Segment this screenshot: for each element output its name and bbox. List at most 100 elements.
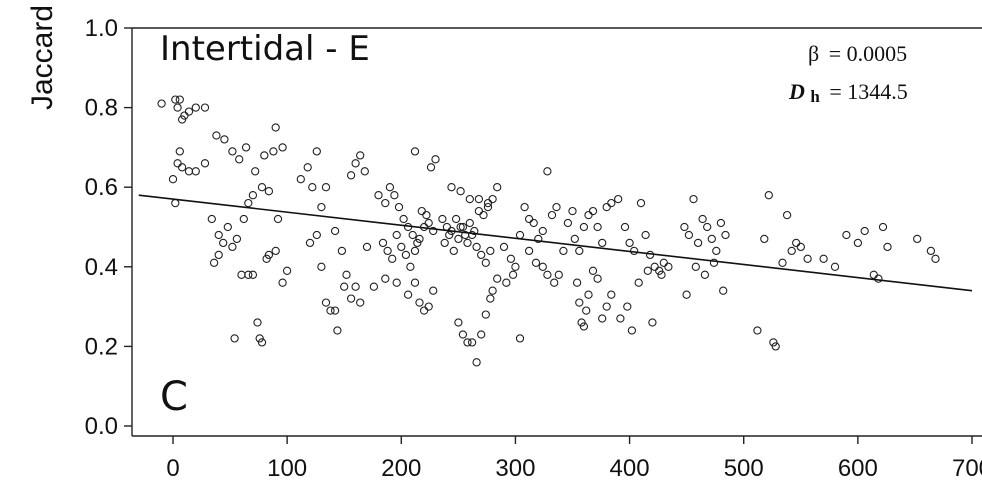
data-point bbox=[383, 246, 392, 256]
data-point bbox=[607, 290, 616, 299]
data-point bbox=[175, 147, 184, 156]
data-point bbox=[463, 338, 472, 347]
data-point bbox=[177, 163, 187, 172]
data-point bbox=[707, 234, 716, 244]
data-point bbox=[278, 278, 287, 287]
x-axis-ticks: 0 100 200 300 400 500 600 700 bbox=[166, 436, 982, 482]
data-point bbox=[577, 318, 586, 327]
data-point bbox=[584, 210, 593, 220]
data-point bbox=[454, 234, 463, 244]
data-point bbox=[223, 222, 232, 232]
data-point bbox=[337, 246, 347, 256]
data-point bbox=[659, 258, 668, 267]
data-point bbox=[419, 306, 429, 315]
regression-line bbox=[138, 194, 973, 292]
data-point bbox=[410, 147, 420, 156]
data-point bbox=[716, 218, 726, 228]
y-tick-label: 0.6 bbox=[85, 174, 118, 201]
data-point bbox=[330, 226, 340, 236]
data-point bbox=[209, 258, 219, 267]
data-point bbox=[308, 183, 317, 192]
data-point bbox=[682, 290, 691, 299]
data-point bbox=[579, 222, 589, 232]
data-point bbox=[778, 258, 787, 267]
data-point bbox=[842, 230, 851, 240]
data-point bbox=[493, 183, 502, 192]
data-point bbox=[244, 198, 253, 208]
data-point bbox=[883, 242, 892, 252]
data-point bbox=[321, 298, 331, 307]
data-point bbox=[312, 230, 321, 240]
data-point bbox=[257, 183, 267, 192]
data-point bbox=[269, 147, 278, 156]
data-point bbox=[333, 326, 342, 335]
data-point bbox=[431, 155, 440, 164]
data-point bbox=[248, 191, 258, 200]
data-point bbox=[264, 250, 274, 260]
data-point bbox=[645, 250, 655, 260]
plot-frame bbox=[131, 27, 982, 437]
data-point bbox=[488, 194, 497, 204]
data-point bbox=[689, 194, 698, 204]
data-point bbox=[253, 318, 262, 327]
data-point bbox=[760, 234, 769, 244]
data-point bbox=[415, 298, 424, 307]
data-point bbox=[157, 99, 166, 108]
data-point bbox=[511, 262, 520, 271]
data-point bbox=[184, 167, 194, 176]
x-tick-label: 600 bbox=[838, 455, 878, 482]
data-point bbox=[625, 238, 634, 248]
data-point bbox=[330, 306, 340, 315]
data-point bbox=[237, 270, 246, 279]
data-point bbox=[255, 334, 264, 343]
data-point bbox=[753, 326, 762, 335]
data-point bbox=[769, 338, 778, 347]
data-point bbox=[878, 222, 888, 232]
data-point bbox=[346, 294, 356, 303]
data-point bbox=[709, 258, 719, 267]
data-point bbox=[410, 246, 420, 256]
data-point bbox=[378, 238, 388, 248]
data-point bbox=[264, 187, 274, 196]
data-point bbox=[342, 270, 351, 279]
data-point bbox=[463, 238, 472, 248]
data-point bbox=[451, 214, 461, 224]
data-point bbox=[417, 206, 426, 216]
dh-value: = 1344.5 bbox=[829, 79, 907, 104]
dh-symbol: D bbox=[788, 79, 805, 104]
data-point bbox=[456, 187, 465, 196]
data-point bbox=[362, 242, 372, 252]
data-point bbox=[636, 198, 646, 208]
data-point bbox=[819, 254, 828, 263]
y-axis-ticks: 0.0 0.2 0.4 0.6 0.8 1.0 bbox=[85, 15, 132, 440]
data-point bbox=[493, 274, 502, 283]
data-point bbox=[543, 270, 552, 279]
data-point bbox=[474, 206, 484, 216]
data-point bbox=[278, 143, 287, 152]
data-point bbox=[232, 234, 242, 244]
data-point bbox=[381, 198, 390, 208]
data-point bbox=[719, 286, 728, 295]
data-point bbox=[655, 266, 664, 275]
data-point bbox=[214, 230, 223, 240]
data-point bbox=[244, 270, 253, 279]
data-point bbox=[515, 334, 525, 343]
x-tick-label: 500 bbox=[724, 455, 764, 482]
data-point bbox=[273, 214, 283, 224]
data-point bbox=[175, 95, 184, 104]
data-point bbox=[228, 147, 237, 156]
data-point bbox=[219, 238, 228, 248]
data-point bbox=[340, 282, 349, 291]
data-point bbox=[534, 234, 543, 244]
data-point bbox=[657, 270, 666, 279]
data-point bbox=[481, 310, 490, 319]
data-point bbox=[698, 214, 707, 224]
data-point bbox=[869, 270, 878, 279]
data-point bbox=[212, 131, 221, 140]
data-point bbox=[235, 155, 244, 164]
data-point bbox=[543, 167, 552, 176]
x-tick-label: 300 bbox=[495, 455, 535, 482]
data-point bbox=[602, 202, 611, 212]
data-point bbox=[282, 266, 292, 275]
data-point bbox=[422, 210, 431, 220]
